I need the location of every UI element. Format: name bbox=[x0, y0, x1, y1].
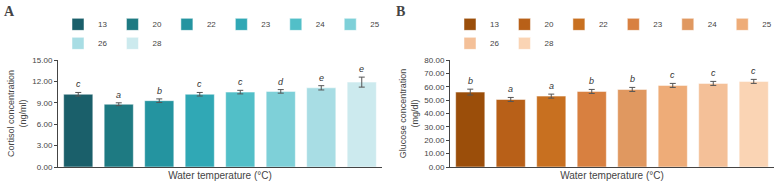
svg-text:60.00: 60.00 bbox=[424, 83, 445, 92]
svg-text:30.00: 30.00 bbox=[424, 123, 445, 132]
svg-text:9.00: 9.00 bbox=[37, 99, 53, 108]
svg-text:c: c bbox=[197, 79, 202, 89]
svg-text:70.00: 70.00 bbox=[424, 69, 445, 78]
svg-text:40.00: 40.00 bbox=[424, 109, 445, 118]
svg-text:25: 25 bbox=[762, 20, 771, 29]
svg-text:c: c bbox=[238, 77, 243, 87]
svg-text:d: d bbox=[278, 77, 284, 87]
svg-text:b: b bbox=[589, 76, 594, 86]
svg-text:a: a bbox=[549, 81, 554, 91]
svg-text:13: 13 bbox=[490, 20, 499, 29]
svg-text:13: 13 bbox=[98, 20, 107, 29]
svg-text:15.00: 15.00 bbox=[32, 56, 53, 65]
svg-text:80.00: 80.00 bbox=[424, 56, 445, 65]
svg-text:c: c bbox=[751, 66, 756, 76]
svg-text:b: b bbox=[630, 74, 635, 84]
svg-text:28: 28 bbox=[544, 39, 553, 48]
svg-text:26: 26 bbox=[98, 39, 107, 48]
svg-text:23: 23 bbox=[653, 20, 662, 29]
svg-text:22: 22 bbox=[207, 20, 216, 29]
svg-text:24: 24 bbox=[708, 20, 717, 29]
svg-text:12.00: 12.00 bbox=[32, 77, 53, 86]
svg-text:b: b bbox=[157, 86, 162, 96]
svg-text:20: 20 bbox=[544, 20, 553, 29]
svg-text:22: 22 bbox=[599, 20, 608, 29]
svg-text:c: c bbox=[76, 79, 81, 89]
svg-text:3.00: 3.00 bbox=[37, 141, 53, 150]
svg-text:e: e bbox=[319, 73, 324, 83]
svg-text:20.00: 20.00 bbox=[424, 136, 445, 145]
svg-text:a: a bbox=[508, 84, 513, 94]
svg-text:0.00: 0.00 bbox=[429, 163, 445, 172]
svg-text:20: 20 bbox=[152, 20, 161, 29]
svg-text:50.00: 50.00 bbox=[424, 96, 445, 105]
svg-text:24: 24 bbox=[316, 20, 325, 29]
svg-text:10.00: 10.00 bbox=[424, 149, 445, 158]
svg-text:23: 23 bbox=[261, 20, 270, 29]
svg-text:b: b bbox=[468, 76, 473, 86]
svg-text:28: 28 bbox=[152, 39, 161, 48]
svg-text:Glucose concentration(mg/dl): Glucose concentration(mg/dl) bbox=[398, 69, 420, 159]
svg-text:Water temperature (°C): Water temperature (°C) bbox=[168, 170, 272, 181]
svg-text:6.00: 6.00 bbox=[37, 120, 53, 129]
svg-text:e: e bbox=[359, 64, 364, 74]
svg-text:c: c bbox=[711, 68, 716, 78]
svg-text:0.00: 0.00 bbox=[37, 163, 53, 172]
svg-text:Water temperature (°C): Water temperature (°C) bbox=[560, 170, 664, 181]
svg-text:B: B bbox=[396, 4, 405, 19]
svg-text:A: A bbox=[4, 4, 15, 19]
svg-text:Cortisol concentration(ng/ml): Cortisol concentration(ng/ml) bbox=[6, 70, 28, 157]
svg-text:25: 25 bbox=[370, 20, 379, 29]
svg-text:26: 26 bbox=[490, 39, 499, 48]
svg-text:c: c bbox=[670, 70, 675, 80]
svg-text:a: a bbox=[116, 90, 121, 100]
